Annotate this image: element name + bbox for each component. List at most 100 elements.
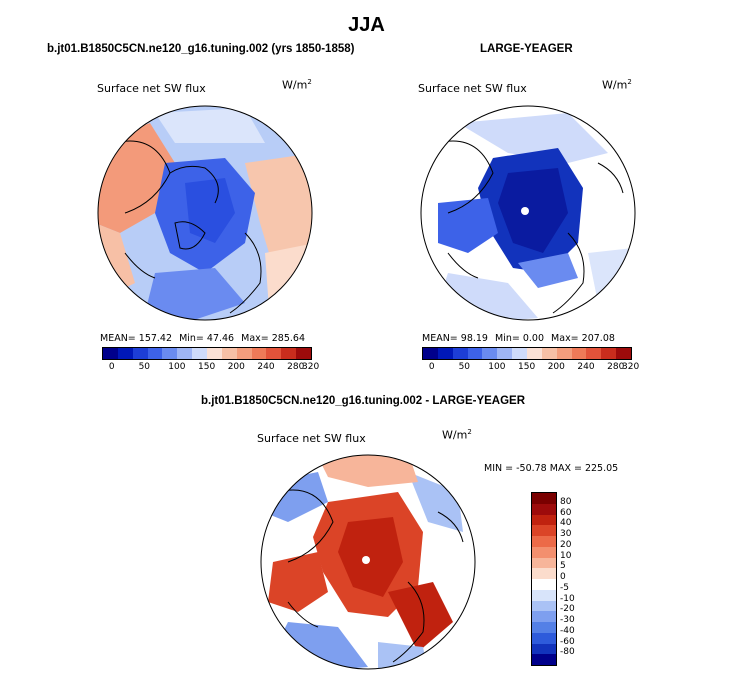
colorbar-swatch	[616, 348, 632, 359]
colorbar-swatch	[251, 348, 267, 359]
colorbar-swatch	[532, 579, 556, 590]
colorbar-tick-label: 0	[428, 362, 435, 372]
colorbar-tick-label: 5	[560, 561, 566, 572]
panel2-colorbar-ticks: 0 50 100 150 200 240 280 320	[422, 362, 639, 374]
colorbar-tick-label: 40	[560, 518, 572, 529]
panel3-polar-map	[260, 454, 476, 670]
panel1-colorbar-ticks: 0 50 100 150 200 240 280 320	[102, 362, 319, 374]
colorbar-swatch	[467, 348, 483, 359]
colorbar-swatch	[423, 348, 438, 359]
colorbar-swatch	[532, 643, 556, 655]
colorbar-tick-label: 60	[560, 507, 572, 518]
colorbar-swatch	[532, 557, 556, 569]
colorbar-swatch	[452, 348, 468, 359]
colorbar-swatch	[497, 348, 513, 359]
colorbar-swatch	[296, 348, 312, 359]
panel3-colorbar-ticks: 80 60 40 30 20 10 5 0 -5 -10 -20 -30 -40 -60 -80	[560, 492, 600, 664]
colorbar-swatch	[586, 348, 602, 359]
colorbar-swatch	[532, 622, 556, 633]
colorbar-tick-label: 0	[108, 362, 115, 372]
colorbar-tick-label: 240	[257, 362, 275, 372]
panel2-title: LARGE-YEAGER	[480, 43, 573, 55]
colorbar-swatch	[532, 600, 556, 612]
panel3-colorbar	[531, 492, 557, 666]
colorbar-swatch	[541, 348, 557, 359]
colorbar-swatch	[532, 589, 556, 601]
colorbar-swatch	[482, 348, 498, 359]
colorbar-swatch	[532, 514, 556, 526]
colorbar-tick-label: 320	[302, 362, 320, 372]
colorbar-swatch	[512, 348, 528, 359]
colorbar-swatch	[177, 348, 193, 359]
panel2-max: Max= 207.08	[551, 333, 615, 344]
colorbar-tick-label: 320	[622, 362, 640, 372]
colorbar-swatch	[532, 536, 556, 547]
colorbar-swatch	[162, 348, 178, 359]
panel3-variable-label: Surface net SW flux	[257, 432, 366, 445]
colorbar-swatch	[132, 348, 148, 359]
panel2-units: W/m2	[602, 78, 632, 92]
colorbar-swatch	[281, 348, 297, 359]
colorbar-tick-label: 100	[488, 362, 506, 372]
panel1-title: b.jt01.B1850C5CN.ne120_g16.tuning.002 (y…	[47, 43, 355, 55]
colorbar-swatch	[601, 348, 617, 359]
panel3-minmax: MIN = -50.78 MAX = 225.05	[484, 463, 619, 474]
panel3-title: b.jt01.B1850C5CN.ne120_g16.tuning.002 - …	[201, 395, 526, 407]
colorbar-swatch	[532, 493, 556, 504]
panel1-variable-label: Surface net SW flux	[97, 82, 206, 95]
colorbar-tick-label: -60	[560, 636, 575, 647]
colorbar-swatch	[437, 348, 453, 359]
colorbar-tick-label: -80	[560, 647, 575, 658]
colorbar-swatch	[532, 568, 556, 579]
colorbar-tick-label: 50	[458, 362, 471, 372]
colorbar-tick-label: 280	[287, 362, 305, 372]
colorbar-tick-label: -20	[560, 604, 575, 615]
colorbar-swatch	[117, 348, 133, 359]
panel1-mean: MEAN= 157.42	[100, 333, 173, 344]
colorbar-tick-label: 30	[560, 529, 572, 539]
panel1-stats: MEAN= 157.42 Min= 47.46 Max= 285.64	[100, 333, 309, 344]
colorbar-swatch	[207, 348, 222, 359]
colorbar-swatch	[532, 546, 556, 558]
colorbar-swatch	[532, 525, 556, 536]
page-title: JJA	[348, 14, 385, 36]
colorbar-swatch	[556, 348, 572, 359]
colorbar-tick-label: -30	[560, 615, 575, 625]
panel1-colorbar	[102, 347, 312, 360]
colorbar-tick-label: -10	[560, 593, 575, 604]
colorbar-tick-label: 150	[198, 362, 216, 372]
colorbar-tick-label: 100	[168, 362, 186, 372]
colorbar-swatch	[236, 348, 252, 359]
panel3-units: W/m2	[442, 428, 472, 442]
colorbar-tick-label: 50	[138, 362, 151, 372]
colorbar-swatch	[103, 348, 118, 359]
panel2-min: Min= 0.00	[495, 333, 545, 344]
colorbar-tick-label: 20	[560, 539, 572, 550]
colorbar-tick-label: 150	[518, 362, 536, 372]
panel1-polar-map	[97, 105, 313, 321]
colorbar-swatch	[221, 348, 237, 359]
panel2-variable-label: Surface net SW flux	[418, 82, 527, 95]
panel2-polar-map	[420, 105, 636, 321]
colorbar-swatch	[571, 348, 587, 359]
colorbar-tick-label: 10	[560, 550, 572, 561]
colorbar-tick-label: 200	[547, 362, 565, 372]
colorbar-tick-label: 200	[227, 362, 245, 372]
panel1-max: Max= 285.64	[241, 333, 306, 344]
colorbar-swatch	[532, 503, 556, 515]
colorbar-tick-label: -5	[560, 582, 569, 593]
panel1-min: Min= 47.46	[179, 333, 235, 344]
colorbar-swatch	[266, 348, 282, 359]
panel2-mean: MEAN= 98.19	[422, 333, 488, 344]
colorbar-tick-label: 80	[560, 496, 572, 507]
colorbar-tick-label: -40	[560, 625, 575, 636]
panel2-stats: MEAN= 98.19 Min= 0.00 Max= 207.08	[422, 333, 619, 344]
colorbar-swatch	[532, 654, 556, 665]
panel1-units: W/m2	[282, 78, 312, 92]
colorbar-tick-label: 280	[607, 362, 625, 372]
colorbar-swatch	[147, 348, 163, 359]
colorbar-tick-label: 0	[560, 572, 566, 582]
colorbar-swatch	[532, 611, 556, 622]
colorbar-swatch	[532, 632, 556, 644]
panel2-colorbar	[422, 347, 632, 360]
